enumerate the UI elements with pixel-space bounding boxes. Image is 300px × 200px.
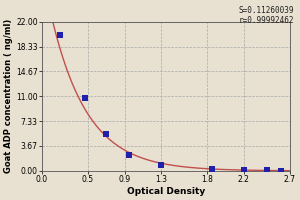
- Y-axis label: Goat ADP concentration ( ng/ml): Goat ADP concentration ( ng/ml): [4, 19, 13, 173]
- Point: [265, 169, 269, 172]
- Point: [242, 168, 246, 172]
- Point: [58, 34, 63, 37]
- X-axis label: Optical Density: Optical Density: [127, 187, 205, 196]
- Text: S=0.11260039
r=0.99992462: S=0.11260039 r=0.99992462: [238, 6, 294, 25]
- Point: [209, 168, 214, 171]
- Point: [278, 169, 283, 172]
- Point: [104, 132, 109, 135]
- Point: [127, 154, 131, 157]
- Point: [159, 164, 164, 167]
- Point: [82, 96, 87, 99]
